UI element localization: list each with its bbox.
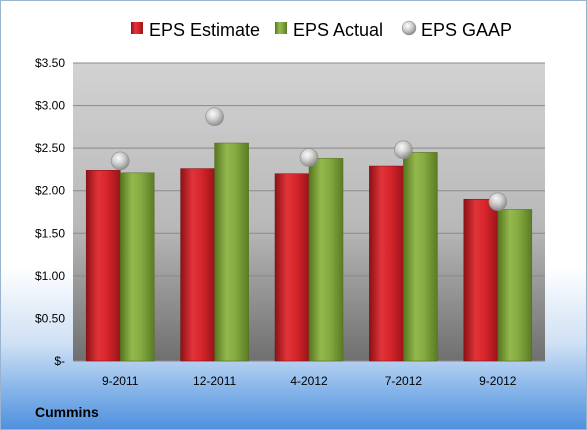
y-tick-label: $0.50 [35, 311, 65, 325]
y-tick-label: $1.00 [35, 269, 65, 283]
y-tick-label: $2.50 [35, 141, 65, 155]
x-tick-label: 4-2012 [290, 374, 328, 388]
eps-gaap-marker [110, 151, 130, 171]
legend-swatch-estimate [131, 22, 143, 34]
eps-estimate-bar [463, 198, 499, 362]
eps-estimate-bar [180, 168, 215, 362]
y-tick-label: $3.00 [35, 99, 65, 113]
legend: EPS Estimate EPS Actual EPS GAAP [131, 20, 512, 40]
eps-estimate-bar [85, 170, 121, 362]
company-label: Cummins [35, 404, 99, 420]
eps-estimate-bar [369, 165, 404, 362]
eps-gaap-marker [205, 107, 224, 126]
y-tick-label: $1.50 [35, 226, 65, 240]
eps-actual-bar [497, 209, 533, 362]
x-axis: 9-2011 12-2011 4-2012 7-2012 9-2012 [102, 374, 517, 388]
x-tick-label: 9-2011 [102, 374, 139, 388]
y-tick-label: $- [54, 354, 65, 368]
eps-gaap-marker [488, 192, 508, 212]
eps-gaap-marker [394, 140, 413, 160]
legend-label: EPS GAAP [421, 20, 512, 40]
legend-label: EPS Estimate [149, 20, 260, 40]
eps-actual-bar [119, 172, 155, 362]
bars [85, 142, 533, 362]
legend-label: EPS Actual [293, 20, 383, 40]
eps-actual-bar [308, 158, 344, 362]
legend-swatch-actual [275, 22, 287, 34]
eps-estimate-bar [274, 173, 310, 362]
eps-gaap-marker [299, 148, 319, 167]
gaap-markers [110, 107, 508, 212]
x-tick-label: 7-2012 [385, 374, 423, 388]
y-axis: $- $0.50 $1.00 $1.50 $2.00 $2.50 $3.00 $3.50 [35, 56, 65, 368]
y-tick-label: $2.00 [35, 184, 65, 198]
x-tick-label: 9-2012 [479, 374, 517, 388]
y-tick-label: $3.50 [35, 56, 65, 70]
x-tick-label: 12-2011 [193, 374, 236, 388]
eps-actual-bar [403, 152, 438, 362]
legend-swatch-gaap [401, 20, 417, 36]
eps-actual-bar [214, 142, 249, 362]
